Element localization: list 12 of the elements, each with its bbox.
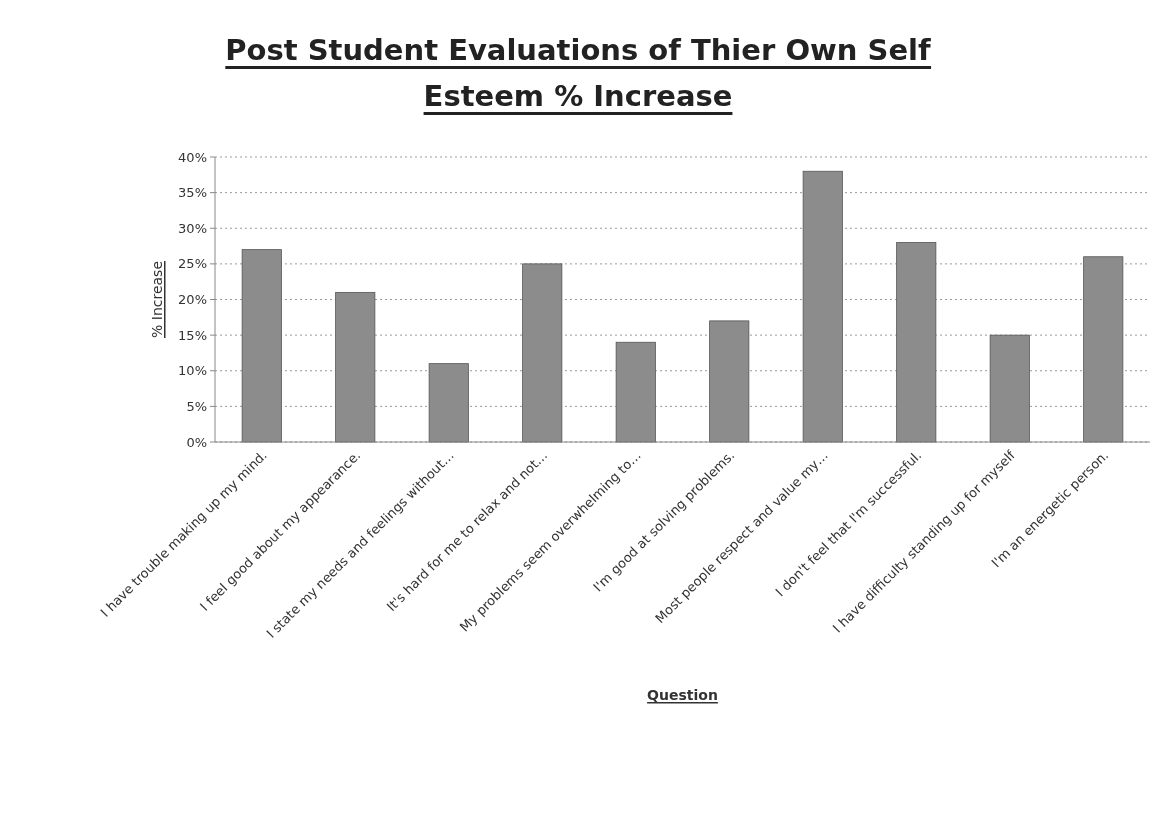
y-tick-label: 15% (178, 327, 207, 343)
y-tick-label: 5% (186, 398, 207, 414)
y-axis-title: % Increase (149, 261, 165, 338)
y-tick-label: 0% (186, 434, 207, 450)
y-tick-label: 35% (178, 185, 207, 201)
x-axis-title: Question (647, 687, 718, 703)
y-tick-label: 20% (178, 292, 207, 308)
y-tick-label: 30% (178, 220, 207, 236)
chart-title: Post Student Evaluations of Thier Own Self Esteem % Increase (225, 33, 932, 113)
y-tick-label: 25% (178, 256, 207, 272)
y-tick-label: 40% (178, 149, 207, 165)
y-tick-label: 10% (178, 363, 207, 379)
